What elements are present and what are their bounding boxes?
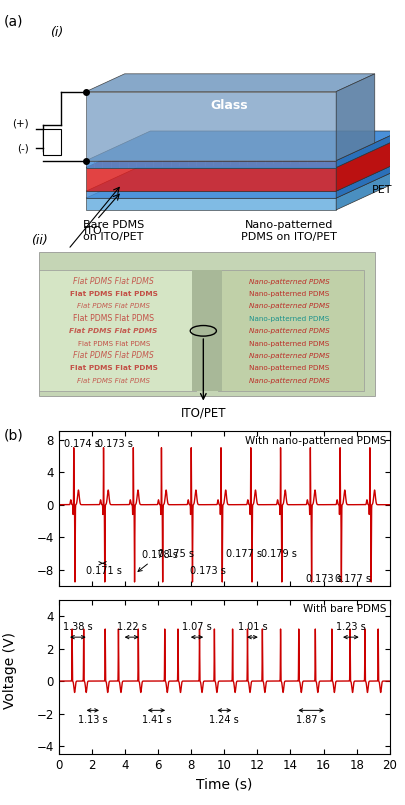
Text: Nano-patterned
PDMS: Nano-patterned PDMS xyxy=(42,254,130,275)
Text: Bare PDMS
on ITO/PET: Bare PDMS on ITO/PET xyxy=(83,220,144,242)
Text: Flat PDMS Flat PDMS: Flat PDMS Flat PDMS xyxy=(70,365,157,371)
Text: (a): (a) xyxy=(4,14,23,28)
Text: 1.07 s: 1.07 s xyxy=(182,622,211,632)
Text: 0.179 s: 0.179 s xyxy=(260,550,296,559)
Text: 1.24 s: 1.24 s xyxy=(209,715,239,725)
Text: Nano-patterned PDMS: Nano-patterned PDMS xyxy=(248,316,328,322)
Text: 1.01 s: 1.01 s xyxy=(237,622,266,632)
Text: Glass: Glass xyxy=(210,99,247,112)
Text: 1.41 s: 1.41 s xyxy=(141,715,171,725)
Polygon shape xyxy=(86,92,335,161)
X-axis label: Time (s): Time (s) xyxy=(196,778,252,791)
Text: 0.178 s: 0.178 s xyxy=(138,550,177,572)
Text: (+): (+) xyxy=(12,118,29,128)
Text: Voltage (V): Voltage (V) xyxy=(3,632,17,709)
Polygon shape xyxy=(86,74,374,92)
Polygon shape xyxy=(86,162,399,191)
Text: (b): (b) xyxy=(4,428,24,442)
Text: Nano-patterned PDMS: Nano-patterned PDMS xyxy=(248,378,329,384)
Text: 1.13 s: 1.13 s xyxy=(78,715,107,725)
Text: Flat PDMS Flat PDMS: Flat PDMS Flat PDMS xyxy=(77,341,149,346)
Text: 0.171 s: 0.171 s xyxy=(86,566,122,576)
Text: (i): (i) xyxy=(50,27,64,39)
Text: Nano-patterned PDMS: Nano-patterned PDMS xyxy=(248,341,328,346)
Polygon shape xyxy=(86,138,399,167)
Bar xyxy=(39,252,374,396)
Polygon shape xyxy=(86,191,335,198)
Text: Nano-patterned PDMS: Nano-patterned PDMS xyxy=(248,279,329,284)
Polygon shape xyxy=(335,168,399,210)
Bar xyxy=(39,270,195,391)
Text: PET: PET xyxy=(371,185,391,195)
Polygon shape xyxy=(86,131,399,161)
Text: 1.22 s: 1.22 s xyxy=(117,622,146,632)
Polygon shape xyxy=(86,198,335,210)
Text: Nano-patterned PDMS: Nano-patterned PDMS xyxy=(248,353,329,359)
Text: Nano-patterned
PDMS on ITO/PET: Nano-patterned PDMS on ITO/PET xyxy=(241,220,336,242)
Text: (ii): (ii) xyxy=(32,234,48,247)
Text: 0.173 s: 0.173 s xyxy=(97,440,133,449)
Text: Flat PDMS Flat PDMS: Flat PDMS Flat PDMS xyxy=(70,291,157,297)
Text: 0.177 s: 0.177 s xyxy=(226,550,262,559)
Polygon shape xyxy=(335,131,399,167)
Text: Flat PDMS Flat PDMS: Flat PDMS Flat PDMS xyxy=(69,328,158,334)
Text: Flat PDMS Flat PDMS: Flat PDMS Flat PDMS xyxy=(73,352,153,361)
Text: 0.173 s: 0.173 s xyxy=(190,566,225,576)
Text: Flat PDMS Flat PDMS: Flat PDMS Flat PDMS xyxy=(73,314,154,324)
Polygon shape xyxy=(86,161,335,167)
Bar xyxy=(218,270,363,391)
Text: Nano-patterned PDMS: Nano-patterned PDMS xyxy=(248,291,328,297)
Polygon shape xyxy=(335,162,399,198)
Text: Flat PDMS Flat PDMS: Flat PDMS Flat PDMS xyxy=(73,277,153,286)
Text: 1.38 s: 1.38 s xyxy=(63,622,92,632)
Text: ITO: ITO xyxy=(84,225,102,236)
Polygon shape xyxy=(335,74,374,161)
Text: Nano-patterned PDMS: Nano-patterned PDMS xyxy=(248,303,329,309)
Text: Nano-patterned PDMS: Nano-patterned PDMS xyxy=(248,365,328,371)
Text: 1.87 s: 1.87 s xyxy=(296,715,325,725)
Text: ITO/PET: ITO/PET xyxy=(180,407,226,419)
Text: 1.23 s: 1.23 s xyxy=(335,622,365,632)
Text: 0.173 s: 0.173 s xyxy=(305,574,341,584)
Text: Flat PDMS Flat PDMS: Flat PDMS Flat PDMS xyxy=(77,303,150,309)
Bar xyxy=(192,270,222,391)
Polygon shape xyxy=(86,168,399,198)
Text: 0.177 s: 0.177 s xyxy=(335,574,371,584)
Text: 0.175 s: 0.175 s xyxy=(158,550,194,559)
Text: Nano-patterned PDMS: Nano-patterned PDMS xyxy=(248,328,329,334)
Polygon shape xyxy=(335,138,399,191)
Polygon shape xyxy=(86,167,335,191)
Text: (-): (-) xyxy=(17,144,29,154)
Text: With bare PDMS: With bare PDMS xyxy=(302,605,386,614)
Text: 0.174 s: 0.174 s xyxy=(64,440,100,449)
Text: Flat PDMS Flat PDMS: Flat PDMS Flat PDMS xyxy=(77,378,150,384)
FancyBboxPatch shape xyxy=(43,129,61,155)
Text: With nano-patterned PDMS: With nano-patterned PDMS xyxy=(244,436,386,446)
